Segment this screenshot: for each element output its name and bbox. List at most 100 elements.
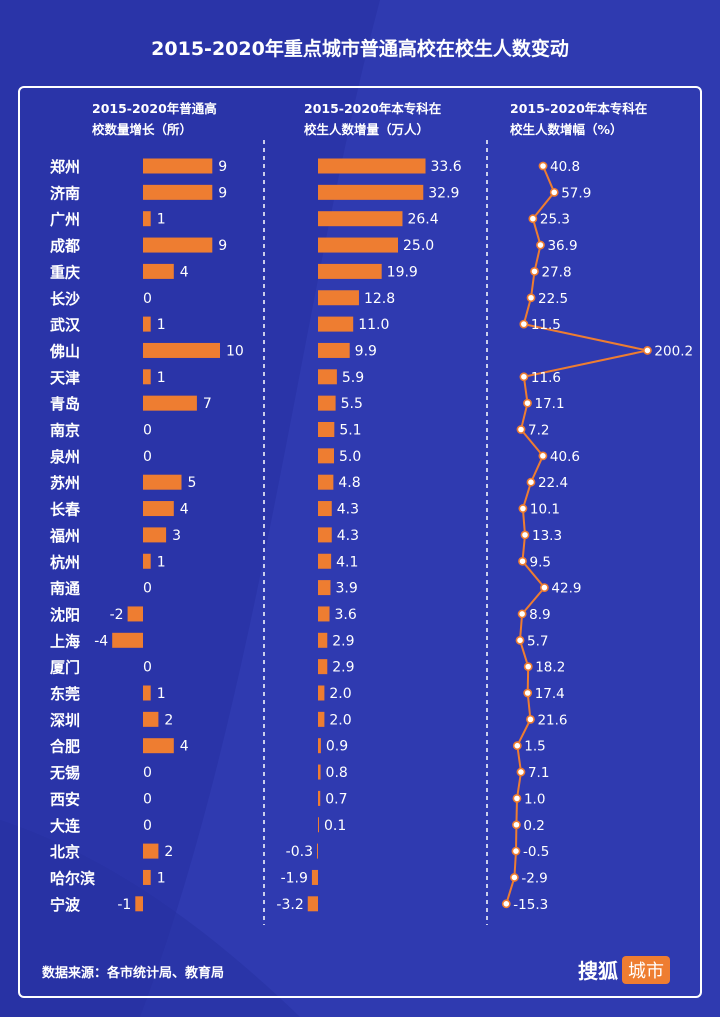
bar-schools bbox=[143, 685, 151, 701]
bar-schools bbox=[143, 711, 159, 727]
value-label-growth-rate: 7.1 bbox=[528, 765, 549, 781]
value-label-growth-rate: 1.5 bbox=[524, 739, 545, 755]
point-growth-rate bbox=[512, 794, 522, 803]
value-label-growth-rate: 17.4 bbox=[535, 686, 565, 702]
value-label-schools: 9 bbox=[218, 238, 227, 254]
point-growth-rate bbox=[520, 530, 530, 540]
value-label-students: -3.2 bbox=[276, 897, 303, 913]
city-label: 哈尔滨 bbox=[50, 869, 95, 887]
bar-students bbox=[318, 158, 426, 174]
point-growth-rate bbox=[518, 504, 528, 513]
city-label: 广州 bbox=[50, 211, 80, 229]
value-label-students: 0.8 bbox=[326, 765, 348, 781]
value-label-growth-rate: 40.8 bbox=[550, 159, 580, 175]
col3-header-line2: 校生人数增幅（%） bbox=[510, 122, 623, 137]
value-label-students: 4.3 bbox=[337, 502, 359, 518]
city-label: 深圳 bbox=[50, 711, 80, 729]
point-growth-rate bbox=[526, 714, 535, 724]
city-label: 无锡 bbox=[49, 764, 80, 782]
value-label-growth-rate: -15.3 bbox=[513, 897, 548, 913]
bar-students bbox=[318, 448, 334, 464]
point-growth-rate bbox=[510, 873, 519, 882]
bar-students bbox=[318, 211, 403, 227]
bar-students bbox=[318, 342, 350, 358]
value-label-schools: -4 bbox=[94, 633, 108, 649]
city-label: 天津 bbox=[50, 369, 80, 387]
value-label-students: 2.0 bbox=[329, 712, 351, 728]
bar-schools bbox=[143, 553, 151, 569]
bar-schools bbox=[143, 527, 167, 543]
col1-header-line1: 2015-2020年普通高 bbox=[92, 101, 217, 116]
value-label-growth-rate: 36.9 bbox=[547, 238, 577, 254]
value-label-students: 0.7 bbox=[325, 791, 347, 807]
value-label-students: 0.9 bbox=[326, 739, 348, 755]
value-label-students: 3.9 bbox=[335, 581, 357, 597]
city-label: 厦门 bbox=[50, 659, 80, 677]
city-label: 大连 bbox=[50, 817, 81, 835]
value-label-schools: 1 bbox=[157, 686, 166, 702]
city-label: 武汉 bbox=[50, 316, 81, 334]
bar-students bbox=[318, 184, 424, 200]
bar-schools bbox=[127, 606, 143, 622]
bar-schools bbox=[135, 896, 143, 912]
point-growth-rate bbox=[523, 662, 533, 672]
bar-students bbox=[318, 422, 335, 437]
value-label-growth-rate: 9.5 bbox=[530, 554, 551, 570]
bar-schools bbox=[112, 632, 143, 648]
bar-students bbox=[318, 738, 321, 754]
value-label-students: 32.9 bbox=[428, 185, 459, 201]
point-growth-rate bbox=[526, 477, 536, 487]
value-label-schools: 9 bbox=[218, 185, 227, 201]
bar-schools bbox=[143, 501, 174, 517]
value-label-schools: 2 bbox=[164, 844, 173, 860]
data-source-note: 数据来源：各市统计局、教育局 bbox=[42, 966, 225, 981]
point-growth-rate bbox=[512, 741, 522, 751]
bar-schools bbox=[143, 184, 213, 200]
bar-students bbox=[317, 843, 318, 859]
value-label-growth-rate: 18.2 bbox=[535, 660, 565, 676]
value-label-growth-rate: 0.2 bbox=[523, 818, 544, 834]
bar-students bbox=[318, 632, 328, 648]
bar-schools bbox=[143, 316, 151, 332]
bar-students bbox=[318, 237, 398, 253]
bar-schools bbox=[143, 369, 151, 385]
bar-schools bbox=[143, 738, 174, 754]
city-label: 上海 bbox=[50, 632, 80, 650]
point-growth-rate bbox=[536, 240, 545, 250]
city-label: 苏州 bbox=[50, 474, 80, 492]
bar-students bbox=[318, 316, 354, 332]
bar-students bbox=[318, 263, 382, 279]
value-label-schools: 1 bbox=[157, 370, 166, 386]
city-label: 重庆 bbox=[50, 263, 80, 281]
city-label: 西安 bbox=[50, 790, 80, 808]
value-label-growth-rate: 1.0 bbox=[524, 791, 545, 807]
value-label-students: 2.9 bbox=[332, 633, 354, 649]
value-label-students: 5.9 bbox=[342, 370, 364, 386]
value-label-students: 26.4 bbox=[407, 212, 438, 228]
col1-header-line2: 校数量增长（所） bbox=[92, 122, 193, 137]
value-label-growth-rate: -0.5 bbox=[523, 844, 549, 860]
value-label-growth-rate: 22.5 bbox=[538, 291, 568, 307]
point-growth-rate bbox=[511, 846, 521, 856]
value-label-students: 2.9 bbox=[332, 660, 354, 676]
col2-header-line2: 校生人数增量（万人） bbox=[304, 122, 430, 137]
bar-schools bbox=[143, 843, 159, 859]
value-label-schools: 0 bbox=[143, 291, 152, 307]
bar-students bbox=[318, 501, 332, 517]
page-title: 2015-2020年重点城市普通高校在校生人数变动 bbox=[151, 38, 569, 60]
value-label-schools: 4 bbox=[180, 502, 189, 518]
bar-students bbox=[318, 474, 334, 490]
point-growth-rate bbox=[539, 583, 549, 592]
bar-students bbox=[318, 606, 330, 622]
value-label-growth-rate: 21.6 bbox=[537, 712, 567, 728]
value-label-students: 4.1 bbox=[336, 554, 358, 570]
value-label-schools: 0 bbox=[143, 449, 152, 465]
bar-schools bbox=[143, 474, 182, 490]
city-label: 成都 bbox=[50, 237, 80, 255]
bar-schools bbox=[143, 395, 197, 411]
city-label: 泉州 bbox=[49, 448, 80, 466]
city-label: 郑州 bbox=[50, 158, 80, 176]
point-growth-rate bbox=[549, 187, 559, 197]
